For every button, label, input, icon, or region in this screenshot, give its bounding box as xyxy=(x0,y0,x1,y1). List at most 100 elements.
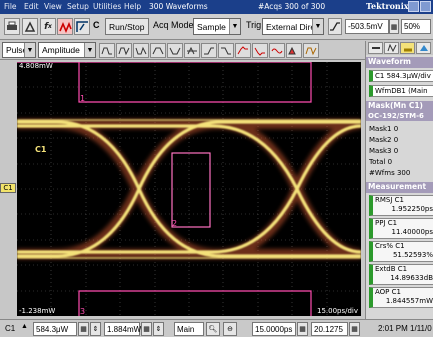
mask2-count: Mask2 0 xyxy=(369,136,399,144)
meas-mean-icon[interactable] xyxy=(184,43,200,58)
spin-icon[interactable]: ⇕ xyxy=(153,322,164,336)
measurement-name: Crs% C1 xyxy=(375,242,405,250)
channel-gutter: C1 xyxy=(0,61,17,320)
meas-cycle-icon[interactable] xyxy=(303,43,319,58)
meas-low-icon[interactable] xyxy=(133,43,149,58)
keypad-icon[interactable]: ▦ xyxy=(389,19,399,34)
scope-display[interactable]: 4.808mW -1.238mW 15.00ps/div 1 2 3 C1 xyxy=(17,62,361,316)
meas-amplitude-icon[interactable] xyxy=(99,43,115,58)
acq-mode-select[interactable]: Sample ▼ xyxy=(193,18,241,35)
measurement-name: AOP C1 xyxy=(375,288,401,296)
vertical-scale-field[interactable]: 584.3μW xyxy=(33,322,77,336)
channel-1-marker[interactable]: C1 xyxy=(0,183,16,193)
measurement-toolbar: Pulse ▼ Amplitude ▼ xyxy=(0,41,433,60)
meas-fall-icon[interactable] xyxy=(218,43,234,58)
minimize-button[interactable] xyxy=(408,1,419,12)
clock-readout: 2:01 PM 1/11/0 xyxy=(378,324,432,333)
meas-rms-icon[interactable] xyxy=(269,43,285,58)
trigger-level-field[interactable]: -503.5mV xyxy=(345,19,389,34)
measurement-rmsj[interactable]: RMSJ C1 1.952250ps xyxy=(369,195,433,216)
meas-area-icon[interactable] xyxy=(286,43,302,58)
meas-min-icon[interactable] xyxy=(167,43,183,58)
menu-file[interactable]: File xyxy=(4,2,17,11)
meas-overshoot-icon[interactable] xyxy=(235,43,251,58)
acquisition-count: #Acqs 300 of 300 xyxy=(258,2,326,11)
cursor-icon[interactable] xyxy=(74,18,90,35)
measurement-value: 51.52593% xyxy=(392,251,433,259)
keypad-icon[interactable]: ▦ xyxy=(78,322,89,336)
keypad-icon[interactable]: ▦ xyxy=(297,322,308,336)
chevron-down-icon: ▼ xyxy=(24,43,35,57)
zoom-in-icon[interactable]: 🔍︎ xyxy=(206,322,220,336)
control-panel: Waveform C1 584.3μW/div WfmDB1 (Main Mas… xyxy=(365,41,433,321)
autoset-icon[interactable] xyxy=(57,18,73,35)
top-left-scale: 4.808mW xyxy=(19,62,53,70)
status-bar: C1 ▲ 584.3μW ▦ ⇕ 1.884mW ▦ ⇕ Main 🔍︎ ⊖ 1… xyxy=(0,319,433,337)
wfmdb-row[interactable]: WfmDB1 (Main xyxy=(369,85,433,97)
keypad-icon[interactable]: ▦ xyxy=(141,322,152,336)
meas-high-icon[interactable] xyxy=(116,43,132,58)
zoom-out-icon[interactable]: ⊖ xyxy=(223,322,237,336)
print-icon[interactable] xyxy=(4,18,20,35)
mask-3-label: 3 xyxy=(80,307,86,316)
trigger-source-select[interactable]: External Direct ▼ xyxy=(262,18,324,35)
mask1-count: Mask1 0 xyxy=(369,125,399,133)
menu-bar: File Edit View Setup Utilities Help 300 … xyxy=(0,0,433,14)
chevron-down-icon: ▼ xyxy=(229,19,240,34)
menu-help[interactable]: Help xyxy=(124,2,142,11)
grid xyxy=(17,62,361,316)
channel-tag: C1 xyxy=(35,145,47,154)
measurement-aop[interactable]: AOP C1 1.844557mW xyxy=(369,287,433,308)
measurement-crossing[interactable]: Crs% C1 51.52593% xyxy=(369,241,433,262)
tab-histogram-icon[interactable] xyxy=(416,42,431,54)
default-setup-icon[interactable] xyxy=(22,18,38,35)
pulse-select[interactable]: Pulse ▼ xyxy=(2,42,36,58)
keypad-icon[interactable]: ▦ xyxy=(349,322,360,336)
spin-icon[interactable]: ⇕ xyxy=(90,322,101,336)
meas-max-icon[interactable] xyxy=(150,43,166,58)
tab-colorgrade-icon[interactable] xyxy=(400,42,415,54)
bottom-left-scale: -1.238mW xyxy=(19,307,56,315)
panel-tabs xyxy=(366,41,433,55)
tab-setup-icon[interactable] xyxy=(368,42,383,54)
waveform-total: #Wfms 300 xyxy=(369,169,411,177)
bottom-channel-label[interactable]: C1 xyxy=(5,324,16,333)
measurement-ppj[interactable]: PPJ C1 11.40000ps xyxy=(369,218,433,239)
timebase-field[interactable]: Main xyxy=(174,322,204,336)
meas-rise-icon[interactable] xyxy=(201,43,217,58)
tektronix-logo: Tektronix xyxy=(366,1,409,11)
measurement-extinction[interactable]: ExtdB C1 14.89633dB xyxy=(369,264,433,285)
chevron-down-icon: ▼ xyxy=(312,19,323,34)
zoom-field[interactable]: 50% xyxy=(401,19,431,34)
channel-1-row[interactable]: C1 584.3μW/div xyxy=(369,70,433,82)
chevron-up-icon[interactable]: ▲ xyxy=(21,323,28,330)
measurement-value: 11.40000ps xyxy=(391,228,433,236)
acq-mode-value: Sample xyxy=(197,21,226,32)
menu-edit[interactable]: Edit xyxy=(24,2,39,11)
measurement-type-value: Amplitude xyxy=(42,45,80,55)
meas-undershoot-icon[interactable] xyxy=(252,43,268,58)
run-stop-button[interactable]: Run/Stop xyxy=(105,18,149,35)
measurement-name: ExtdB C1 xyxy=(375,265,408,273)
trigger-slope-icon[interactable] xyxy=(328,18,342,35)
mask-header: Mask(Mn C1) xyxy=(366,101,433,112)
measurement-value: 1.952250ps xyxy=(391,205,433,213)
horizontal-position-field[interactable]: 20.1275 xyxy=(311,322,348,336)
tab-waveform-icon[interactable] xyxy=(384,42,399,54)
clear-c-button[interactable]: C xyxy=(93,20,100,30)
horizontal-scale-field[interactable]: 15.0000ps xyxy=(252,322,296,336)
vertical-offset-field[interactable]: 1.884mW xyxy=(104,322,141,336)
menu-view[interactable]: View xyxy=(44,2,62,11)
mask-1-label: 1 xyxy=(80,94,86,103)
acq-mode-label: Acq Mode xyxy=(153,20,194,30)
trigger-source-value: External Direct xyxy=(266,21,322,32)
trigger-label: Trig xyxy=(246,20,262,30)
menu-setup[interactable]: Setup xyxy=(67,2,89,11)
waveform-header: Waveform xyxy=(366,57,433,68)
menu-utilities[interactable]: Utilities xyxy=(93,2,122,11)
measurement-value: 14.89633dB xyxy=(390,274,433,282)
measurement-type-select[interactable]: Amplitude ▼ xyxy=(38,42,96,58)
close-button[interactable] xyxy=(420,1,431,12)
eye-diagram xyxy=(17,62,361,316)
